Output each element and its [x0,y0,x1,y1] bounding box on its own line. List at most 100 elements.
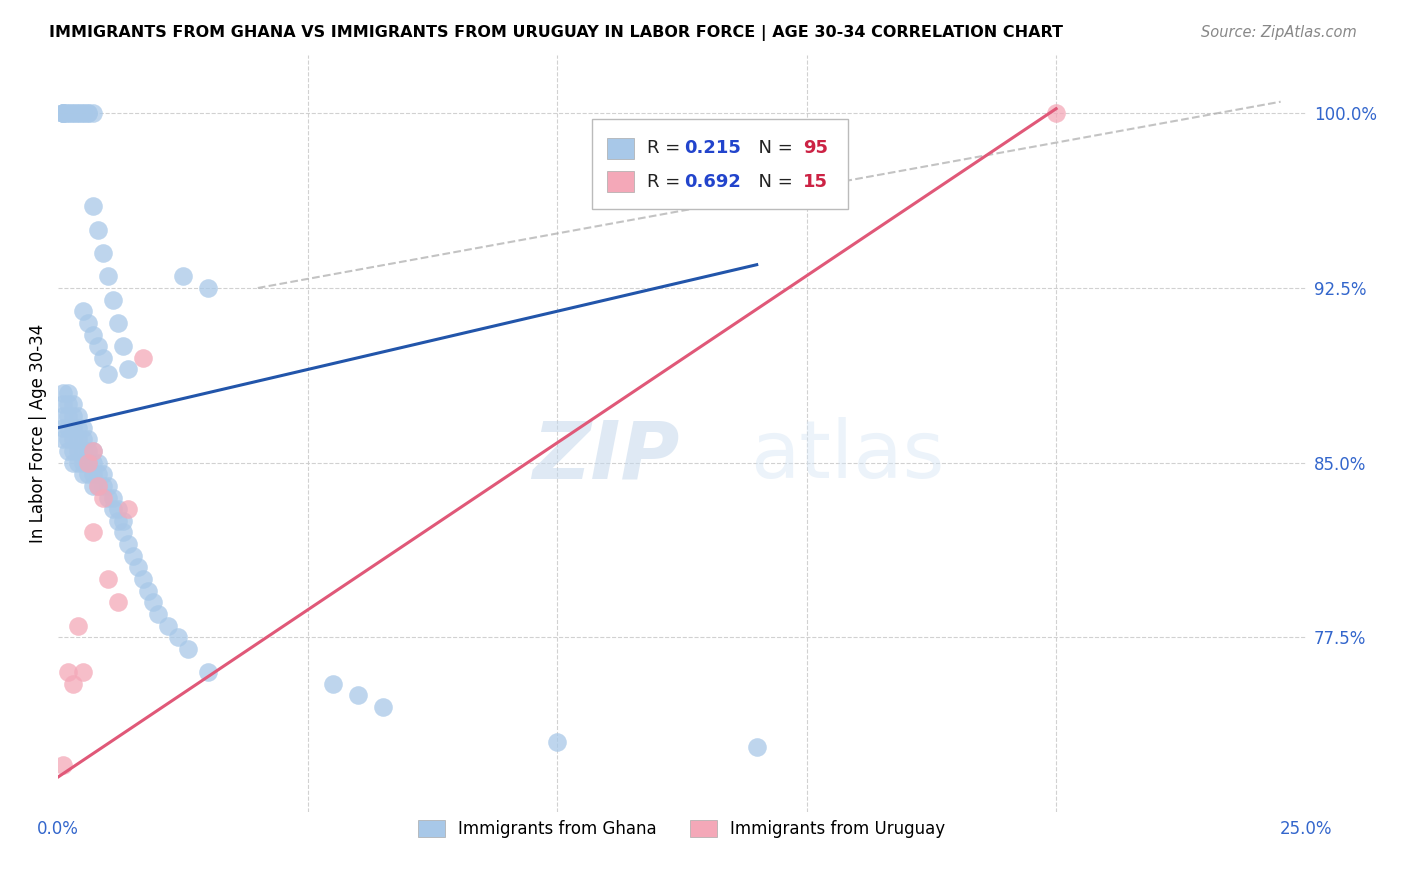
Point [62,106,84,120]
Point [67,420,90,434]
Point [56,433,79,447]
Point [1045,106,1067,120]
Point [82,444,104,458]
Point [52,106,75,120]
Point [127,560,149,574]
Point [167,630,190,644]
Text: Source: ZipAtlas.com: Source: ZipAtlas.com [1201,25,1357,40]
Point [52,106,75,120]
Point [745,739,768,754]
Point [62,444,84,458]
Point [371,700,394,714]
Point [52,385,75,400]
Point [91,467,114,482]
Point [146,607,169,621]
Point [77,433,100,447]
Point [62,409,84,423]
Point [91,246,114,260]
Point [346,689,368,703]
Point [87,479,110,493]
Point [77,467,100,482]
Point [132,572,155,586]
Text: 95: 95 [803,139,828,157]
Point [87,467,110,482]
Point [56,665,79,680]
Point [77,106,100,120]
Point [56,409,79,423]
Point [82,444,104,458]
Point [62,456,84,470]
Point [82,327,104,342]
Point [77,456,100,470]
Point [82,525,104,540]
Point [82,456,104,470]
Point [82,199,104,213]
Point [72,304,94,318]
Point [322,677,344,691]
Point [132,351,155,365]
Point [67,444,90,458]
Point [112,339,135,353]
Text: 0.215: 0.215 [685,139,741,157]
Point [101,293,124,307]
Bar [607,137,634,159]
Point [101,502,124,516]
Point [117,502,139,516]
Point [77,316,100,330]
Point [197,281,219,295]
Point [117,362,139,376]
Point [67,106,90,120]
Point [77,444,100,458]
Point [546,735,568,749]
Point [72,456,94,470]
Point [197,665,219,680]
Point [82,106,104,120]
Point [97,479,120,493]
Point [107,316,129,330]
Text: 15: 15 [803,172,828,191]
Point [72,665,94,680]
Point [91,351,114,365]
Point [72,433,94,447]
Point [107,514,129,528]
Point [62,677,84,691]
Point [77,456,100,470]
Point [107,502,129,516]
Text: N =: N = [747,172,799,191]
Point [52,106,75,120]
Point [56,397,79,411]
Point [72,444,94,458]
Point [87,339,110,353]
Text: ZIP: ZIP [533,417,679,495]
Point [101,491,124,505]
Point [82,479,104,493]
Point [52,397,75,411]
Y-axis label: In Labor Force | Age 30-34: In Labor Force | Age 30-34 [30,324,46,543]
Point [62,433,84,447]
Point [82,467,104,482]
Point [97,367,120,381]
Point [56,106,79,120]
Point [87,479,110,493]
Point [177,641,200,656]
Point [91,479,114,493]
Point [62,106,84,120]
Point [112,514,135,528]
Point [172,269,194,284]
Point [156,618,179,632]
Point [97,491,120,505]
Point [52,758,75,772]
Point [136,583,159,598]
Point [62,397,84,411]
Point [52,420,75,434]
Point [97,572,120,586]
Point [52,106,75,120]
Point [77,106,100,120]
Point [67,106,90,120]
Point [107,595,129,609]
Point [72,467,94,482]
Text: R =: R = [647,139,686,157]
Text: 0.692: 0.692 [685,172,741,191]
Text: N =: N = [747,139,799,157]
Point [56,385,79,400]
